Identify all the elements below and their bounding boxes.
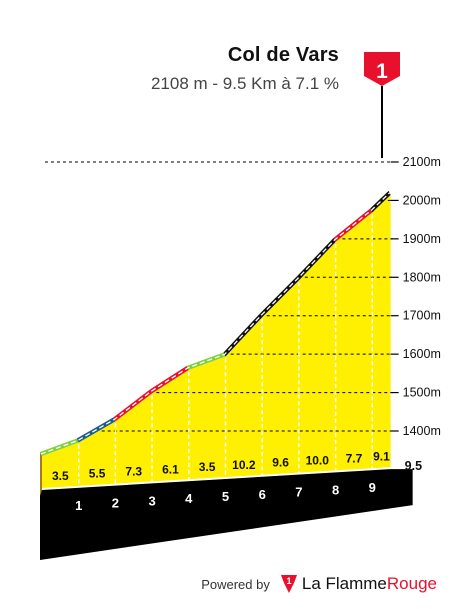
km-tick-label: 6	[259, 487, 266, 502]
elevation-tick-label: 2000m	[403, 193, 441, 207]
brand-name-part1[interactable]: La Flamme	[301, 574, 387, 593]
footer: Powered by 1 La Flamme Rouge	[201, 573, 437, 595]
road-centre-line	[40, 192, 391, 455]
elevation-tick-label: 1700m	[403, 309, 441, 323]
gradient-label: 3.5	[199, 460, 216, 474]
flag-marker: 1	[364, 52, 400, 158]
gradient-label: 10.2	[232, 458, 256, 472]
elevation-tick-label: 1900m	[403, 232, 441, 246]
gradient-label: 5.5	[89, 467, 106, 481]
chart-layer: 1400m 1500m 1600m 1700m 1800m 1900m 2000m 2100m…	[40, 155, 441, 560]
total-distance-label: 9.5	[405, 459, 422, 473]
brand-name-part2[interactable]: Rouge	[386, 574, 437, 593]
flag-label: 1	[376, 60, 388, 83]
km-tick-label: 5	[222, 489, 229, 504]
km-tick-label: 1	[75, 498, 82, 513]
km-tick-label: 8	[332, 482, 339, 497]
km-tick-label: 9	[369, 480, 376, 495]
gradient-label: 7.7	[346, 451, 363, 465]
gradient-label: 3.5	[52, 469, 69, 483]
km-tick-label: 7	[295, 485, 302, 500]
flag-banner	[364, 52, 400, 86]
elevation-tick-label: 1600m	[403, 347, 441, 361]
gradient-label: 9.6	[272, 456, 289, 470]
climb-subtitle: 2108 m - 9.5 Km à 7.1 %	[150, 74, 339, 93]
distance-base-band	[40, 469, 413, 560]
svg-text:1: 1	[286, 576, 291, 586]
gradient-label: 7.3	[125, 465, 142, 479]
elevation-tick-label: 1400m	[403, 424, 441, 438]
flamme-rouge-logo-icon: 1	[280, 575, 297, 593]
road-segment	[186, 352, 226, 370]
climb-title: Col de Vars	[227, 44, 339, 66]
profile-start-side	[40, 451, 42, 500]
km-tick-label: 4	[185, 491, 193, 506]
gradient-label: 9.1	[373, 450, 390, 464]
gradient-label: 10.0	[306, 454, 330, 468]
profile-fill-area	[42, 194, 391, 488]
elevation-tick-label: 1500m	[403, 386, 441, 400]
km-tick-label: 3	[148, 493, 155, 508]
elevation-tick-label: 1800m	[403, 270, 441, 284]
elevation-tick-label: 2100m	[403, 155, 441, 169]
gradient-label: 6.1	[162, 462, 179, 476]
powered-by-label: Powered by	[201, 576, 270, 592]
km-tick-label: 2	[112, 496, 119, 511]
